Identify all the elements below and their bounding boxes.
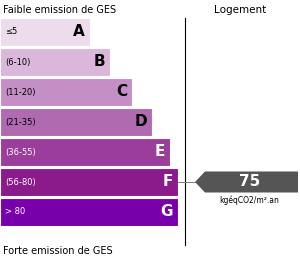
Bar [0, 168, 178, 196]
Text: kgéqCO2/m².an: kgéqCO2/m².an [220, 196, 279, 205]
Text: F: F [163, 174, 173, 190]
Text: Logement: Logement [214, 5, 266, 15]
Text: (56-80): (56-80) [5, 178, 36, 186]
Text: Faible emission de GES: Faible emission de GES [3, 5, 116, 15]
Bar [0, 18, 90, 46]
Text: ≤5: ≤5 [5, 28, 17, 36]
Text: C: C [116, 84, 127, 100]
Text: E: E [154, 145, 165, 159]
Bar [0, 108, 152, 136]
Text: D: D [134, 114, 147, 129]
Text: (11-20): (11-20) [5, 88, 35, 96]
Text: A: A [73, 24, 85, 40]
Text: G: G [160, 205, 173, 219]
Polygon shape [195, 172, 298, 192]
Text: 75: 75 [239, 174, 260, 190]
Text: > 80: > 80 [5, 207, 25, 217]
Text: Forte emission de GES: Forte emission de GES [3, 246, 112, 256]
Text: (36-55): (36-55) [5, 147, 36, 157]
Text: (6-10): (6-10) [5, 57, 30, 67]
Bar [0, 48, 110, 76]
Text: (21-35): (21-35) [5, 118, 36, 127]
Text: B: B [93, 55, 105, 69]
Bar [0, 78, 132, 106]
Bar [0, 198, 178, 226]
Bar [0, 138, 170, 166]
